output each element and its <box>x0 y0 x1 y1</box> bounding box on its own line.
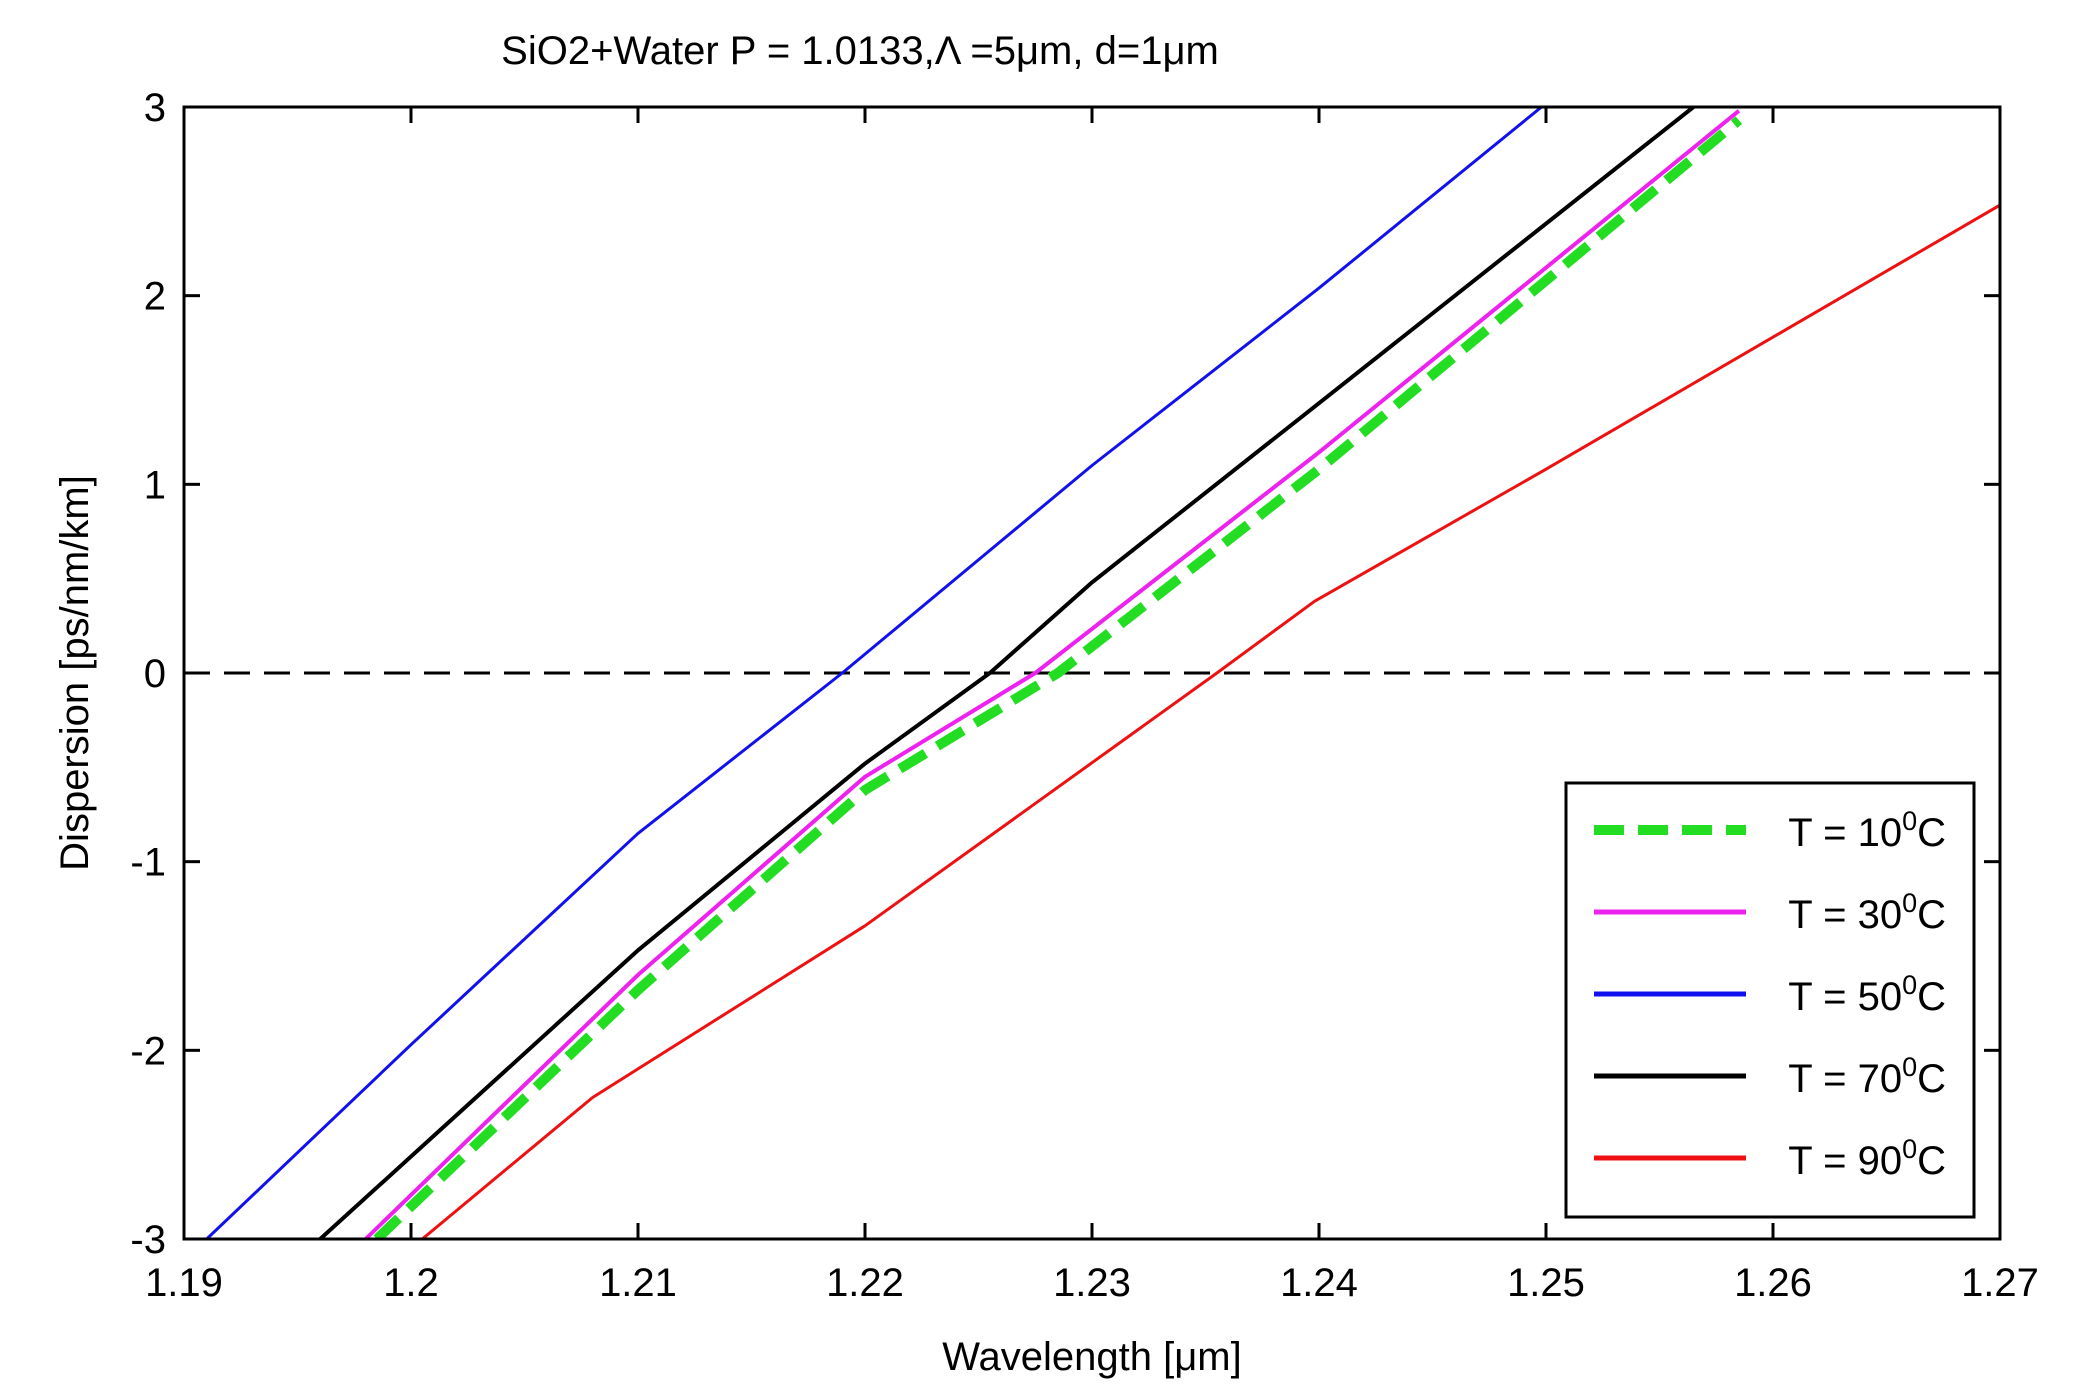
x-tick-label: 1.22 <box>826 1261 904 1305</box>
series-line-1 <box>373 116 1743 1239</box>
x-tick-label: 1.25 <box>1507 1261 1585 1305</box>
x-tick-label: 1.19 <box>145 1261 223 1305</box>
legend: T = 100C T = 300C T = 500C T = 700C T = 900C <box>1564 781 1976 1219</box>
legend-label-2: T = 300C <box>1788 888 1946 937</box>
legend-label-1: T = 100C <box>1788 806 1946 855</box>
plot-frame <box>182 105 2002 1241</box>
series-layer <box>205 107 2000 1239</box>
legend-box <box>1564 781 1976 1219</box>
legend-label-3: T = 500C <box>1788 970 1946 1019</box>
x-tick-label: 1.2 <box>383 1261 439 1305</box>
x-tick-label: 1.26 <box>1734 1261 1812 1305</box>
x-tick-label: 1.21 <box>599 1261 677 1305</box>
y-tick-label: -3 <box>130 1218 166 1262</box>
y-tick-label: 2 <box>144 275 166 319</box>
y-tick-label: 3 <box>144 86 166 130</box>
y-tick-label: -1 <box>130 841 166 885</box>
y-axis-label: Dispersion [ps/nm/km] <box>53 475 97 871</box>
y-tick-label: 0 <box>144 652 166 696</box>
series-line-5 <box>421 203 2000 1239</box>
tick-layer: 1.19 1.2 1.21 1.22 1.23 1.24 1.25 1.26 1.27 -3 -2 -… <box>130 86 2039 1305</box>
x-tick-label: 1.27 <box>1961 1261 2039 1305</box>
x-tick-label: 1.23 <box>1053 1261 1131 1305</box>
y-tick-label: -2 <box>130 1029 166 1073</box>
legend-label-4: T = 700C <box>1788 1052 1946 1101</box>
series-line-4 <box>318 107 1695 1239</box>
y-tick-label: 1 <box>144 463 166 507</box>
series-line-3 <box>205 107 1543 1239</box>
x-axis-label: Wavelength [μm] <box>942 1335 1241 1379</box>
legend-label-5: T = 900C <box>1788 1134 1946 1183</box>
x-tick-label: 1.24 <box>1280 1261 1358 1305</box>
chart-title: SiO2+Water P = 1.0133,Λ =5μm, d=1μm <box>501 29 1219 73</box>
series-line-2 <box>364 109 1741 1239</box>
